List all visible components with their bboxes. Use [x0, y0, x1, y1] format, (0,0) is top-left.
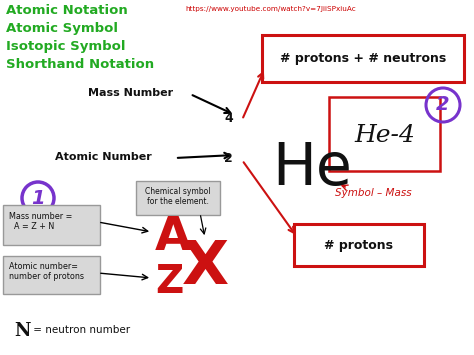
Text: He: He — [272, 140, 352, 197]
Text: X: X — [182, 238, 229, 297]
Text: Z: Z — [155, 263, 183, 301]
Text: 4: 4 — [224, 111, 233, 125]
Text: Chemical symbol
for the element.: Chemical symbol for the element. — [145, 187, 211, 206]
Text: N: N — [14, 322, 30, 340]
Text: Mass number =
  A = Z + N: Mass number = A = Z + N — [9, 212, 73, 231]
FancyBboxPatch shape — [3, 256, 100, 294]
Text: Shorthand Notation: Shorthand Notation — [6, 58, 154, 71]
Text: # protons: # protons — [325, 239, 393, 251]
Text: A: A — [155, 215, 191, 260]
FancyBboxPatch shape — [262, 35, 464, 82]
FancyBboxPatch shape — [3, 205, 100, 245]
Text: Atomic number=
number of protons: Atomic number= number of protons — [9, 262, 84, 282]
Text: Isotopic Symbol: Isotopic Symbol — [6, 40, 126, 53]
FancyBboxPatch shape — [329, 97, 440, 171]
FancyBboxPatch shape — [294, 224, 424, 266]
Text: Symbol – Mass: Symbol – Mass — [335, 188, 411, 198]
Text: Atomic Notation: Atomic Notation — [6, 4, 128, 17]
Text: Mass Number: Mass Number — [88, 88, 173, 98]
Text: He-4: He-4 — [354, 125, 415, 147]
Text: 1: 1 — [31, 189, 45, 208]
Text: https://www.youtube.com/watch?v=7JiiSPxiuAc: https://www.youtube.com/watch?v=7JiiSPxi… — [185, 6, 356, 12]
Text: = neutron number: = neutron number — [30, 325, 130, 335]
Text: 2: 2 — [224, 152, 233, 164]
FancyBboxPatch shape — [136, 181, 220, 215]
Text: Atomic Symbol: Atomic Symbol — [6, 22, 118, 35]
Text: # protons + # neutrons: # protons + # neutrons — [280, 52, 446, 65]
Text: Atomic Number: Atomic Number — [55, 152, 152, 162]
Text: 2: 2 — [436, 95, 450, 115]
